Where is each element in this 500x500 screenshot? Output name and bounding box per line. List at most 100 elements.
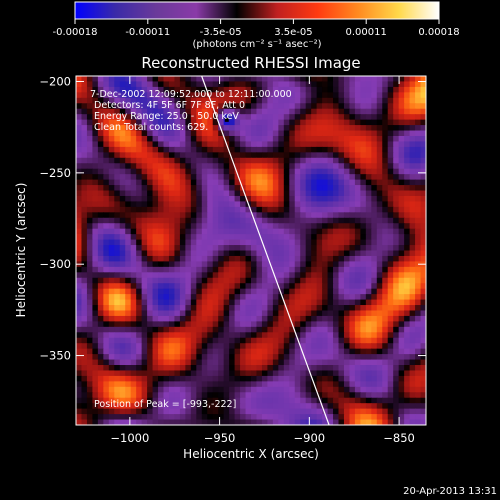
- heatmap-cell: [420, 305, 426, 312]
- heatmap-cell: [322, 228, 329, 235]
- heatmap-cell: [229, 125, 236, 132]
- heatmap-cell: [409, 294, 416, 301]
- heatmap-cell: [272, 419, 279, 425]
- heatmap-cell: [305, 245, 312, 252]
- heatmap-cell: [240, 157, 247, 164]
- heatmap-cell: [365, 332, 372, 339]
- heatmap-cell: [92, 294, 99, 301]
- heatmap-cell: [125, 239, 132, 246]
- heatmap-cell: [190, 348, 197, 355]
- heatmap-cell: [338, 343, 345, 350]
- heatmap-cell: [316, 266, 323, 273]
- heatmap-cell: [382, 348, 389, 355]
- heatmap-cell: [343, 255, 351, 263]
- heatmap-cell: [158, 419, 165, 425]
- heatmap-cell: [196, 375, 203, 382]
- heatmap-cell: [387, 326, 394, 333]
- heatmap-cell: [289, 234, 296, 241]
- heatmap-cell: [190, 125, 197, 132]
- heatmap-cell: [158, 414, 165, 421]
- heatmap-cell: [114, 255, 121, 263]
- heatmap-cell: [158, 332, 165, 339]
- heatmap-cell: [256, 359, 263, 366]
- heatmap-cell: [147, 174, 154, 181]
- heatmap-cell: [185, 419, 192, 425]
- heatmap-cell: [212, 195, 219, 203]
- heatmap-cell: [382, 266, 389, 273]
- heatmap-cell: [261, 348, 269, 355]
- heatmap-cell: [196, 414, 203, 421]
- heatmap-cell: [278, 146, 285, 153]
- heatmap-cell: [272, 326, 279, 333]
- heatmap-cell: [207, 310, 214, 317]
- heatmap-cell: [256, 223, 263, 230]
- heatmap-cell: [360, 239, 367, 246]
- heatmap-cell: [229, 92, 236, 99]
- heatmap-cell: [404, 108, 411, 115]
- heatmap-cell: [163, 168, 170, 175]
- heatmap-cell: [97, 397, 104, 404]
- heatmap-cell: [179, 119, 186, 126]
- heatmap-cell: [141, 414, 148, 421]
- heatmap-cell: [393, 419, 400, 425]
- heatmap-cell: [371, 365, 378, 372]
- heatmap-cell: [196, 370, 203, 377]
- heatmap-cell: [272, 272, 279, 279]
- heatmap-cell: [196, 179, 203, 186]
- heatmap-cell: [316, 81, 323, 88]
- heatmap-cell: [168, 152, 176, 159]
- heatmap-cell: [125, 283, 132, 290]
- heatmap-cell: [349, 157, 356, 164]
- heatmap-cell: [393, 217, 400, 224]
- heatmap-cell: [179, 365, 186, 372]
- heatmap-cell: [300, 343, 307, 350]
- heatmap-cell: [136, 332, 143, 339]
- heatmap-cell: [251, 381, 258, 388]
- heatmap-cell: [201, 288, 208, 295]
- heatmap-cell: [256, 277, 263, 284]
- heatmap-cell: [130, 397, 137, 404]
- heatmap-cell: [371, 408, 378, 415]
- heatmap-cell: [289, 119, 296, 126]
- heatmap-cell: [207, 179, 214, 186]
- heatmap-cell: [76, 217, 83, 224]
- heatmap-cell: [92, 354, 99, 361]
- heatmap-cell: [190, 305, 197, 312]
- heatmap-cell: [223, 212, 230, 219]
- heatmap-cell: [278, 135, 285, 143]
- heatmap-cell: [223, 108, 230, 115]
- heatmap-cell: [201, 141, 208, 148]
- heatmap-cell: [174, 239, 181, 246]
- heatmap-cell: [316, 92, 323, 99]
- heatmap-cell: [196, 386, 203, 393]
- heatmap-cell: [343, 108, 351, 115]
- heatmap-cell: [130, 408, 137, 415]
- heatmap-cell: [393, 125, 400, 132]
- heatmap-cell: [147, 130, 154, 137]
- heatmap-cell: [404, 157, 411, 164]
- heatmap-cell: [365, 315, 372, 322]
- heatmap-cell: [196, 381, 203, 388]
- heatmap-cell: [81, 359, 88, 366]
- heatmap-cell: [234, 86, 241, 93]
- heatmap-cell: [179, 386, 186, 393]
- heatmap-cell: [261, 414, 269, 421]
- heatmap-cell: [125, 163, 132, 170]
- heatmap-cell: [152, 386, 159, 393]
- heatmap-cell: [212, 76, 219, 83]
- heatmap-cell: [190, 332, 197, 339]
- heatmap-cell: [294, 152, 301, 159]
- heatmap-cell: [196, 283, 203, 290]
- heatmap-cell: [223, 114, 230, 121]
- heatmap-cell: [256, 179, 263, 186]
- heatmap-cell: [240, 392, 247, 399]
- heatmap-cell: [333, 375, 340, 382]
- heatmap-cell: [174, 261, 181, 268]
- heatmap-cell: [322, 76, 329, 83]
- heatmap-cell: [371, 195, 378, 203]
- heatmap-cell: [185, 305, 192, 312]
- heatmap-cell: [179, 223, 186, 230]
- heatmap-cell: [190, 261, 197, 268]
- heatmap-cell: [398, 223, 405, 230]
- heatmap-cell: [92, 201, 99, 208]
